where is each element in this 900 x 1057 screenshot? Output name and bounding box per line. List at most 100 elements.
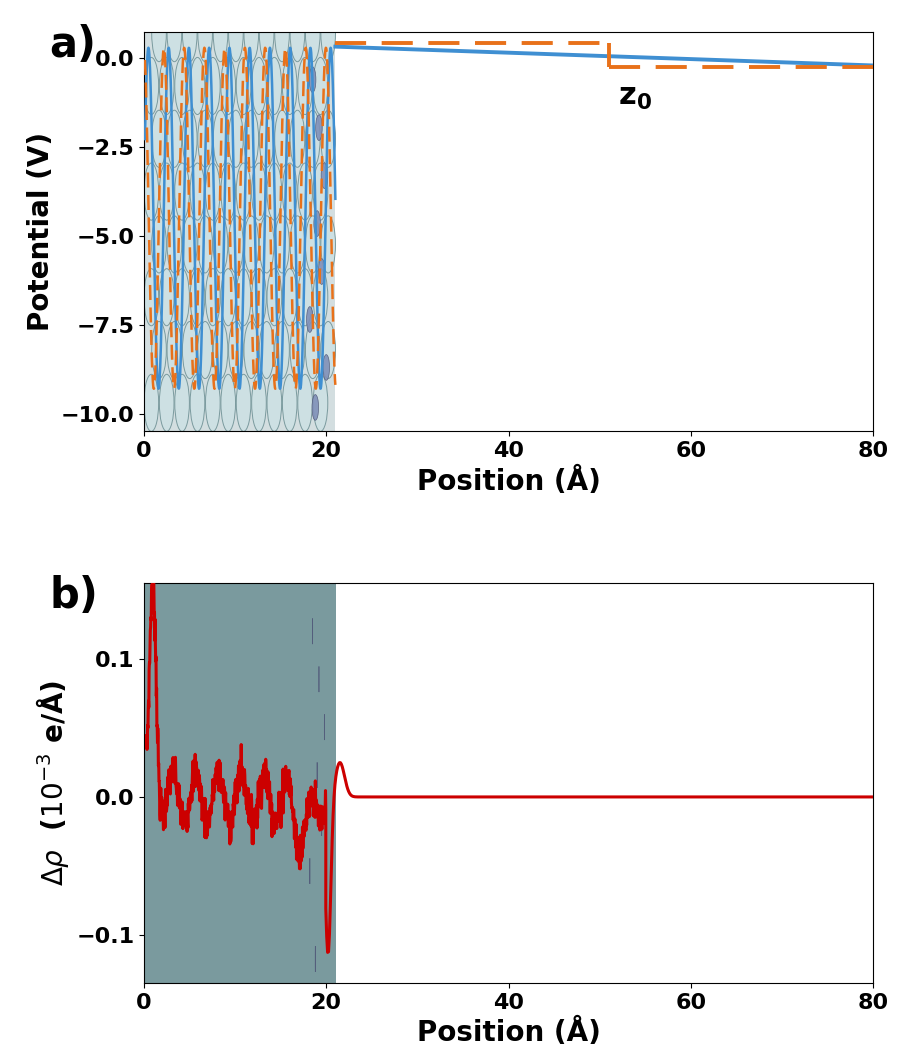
Circle shape xyxy=(220,268,236,326)
Circle shape xyxy=(267,268,282,326)
Circle shape xyxy=(252,57,266,114)
Circle shape xyxy=(320,110,336,167)
Circle shape xyxy=(313,268,328,326)
Circle shape xyxy=(320,216,336,273)
Circle shape xyxy=(190,57,205,114)
Circle shape xyxy=(159,57,174,114)
Circle shape xyxy=(220,57,236,114)
Circle shape xyxy=(237,268,251,326)
Text: a): a) xyxy=(50,23,96,66)
Circle shape xyxy=(316,115,322,141)
Circle shape xyxy=(259,4,274,61)
Circle shape xyxy=(205,57,220,114)
Circle shape xyxy=(229,216,243,273)
Circle shape xyxy=(283,374,297,431)
Circle shape xyxy=(283,163,297,220)
Circle shape xyxy=(259,321,274,378)
Circle shape xyxy=(144,57,158,114)
Circle shape xyxy=(175,268,189,326)
Circle shape xyxy=(198,4,212,61)
Circle shape xyxy=(167,4,182,61)
Circle shape xyxy=(159,268,174,326)
Circle shape xyxy=(320,321,336,378)
Circle shape xyxy=(298,268,312,326)
Circle shape xyxy=(290,110,305,167)
Circle shape xyxy=(229,4,243,61)
Circle shape xyxy=(267,163,282,220)
Circle shape xyxy=(167,321,182,378)
Circle shape xyxy=(198,216,212,273)
Circle shape xyxy=(305,4,320,61)
Circle shape xyxy=(267,374,282,431)
Circle shape xyxy=(190,163,205,220)
Circle shape xyxy=(320,4,336,61)
Circle shape xyxy=(237,374,251,431)
Circle shape xyxy=(267,57,282,114)
Circle shape xyxy=(298,374,312,431)
Circle shape xyxy=(305,216,320,273)
Circle shape xyxy=(298,57,312,114)
Circle shape xyxy=(205,268,220,326)
Circle shape xyxy=(244,321,258,378)
Circle shape xyxy=(298,163,312,220)
Circle shape xyxy=(290,216,305,273)
X-axis label: Position (Å): Position (Å) xyxy=(417,1018,600,1047)
X-axis label: Position (Å): Position (Å) xyxy=(417,467,600,496)
Circle shape xyxy=(159,163,174,220)
Circle shape xyxy=(274,110,290,167)
Circle shape xyxy=(319,259,325,284)
Circle shape xyxy=(144,268,158,326)
Circle shape xyxy=(252,374,266,431)
Circle shape xyxy=(183,4,197,61)
Circle shape xyxy=(321,163,328,188)
Circle shape xyxy=(152,321,166,378)
Circle shape xyxy=(274,216,290,273)
Circle shape xyxy=(220,374,236,431)
Circle shape xyxy=(252,268,266,326)
Circle shape xyxy=(305,321,320,378)
Circle shape xyxy=(313,374,328,431)
Circle shape xyxy=(213,216,228,273)
Circle shape xyxy=(213,4,228,61)
Circle shape xyxy=(259,110,274,167)
Circle shape xyxy=(167,110,182,167)
Text: b): b) xyxy=(50,575,98,617)
Circle shape xyxy=(237,57,251,114)
Circle shape xyxy=(229,110,243,167)
Circle shape xyxy=(167,216,182,273)
Bar xyxy=(144,32,336,431)
Circle shape xyxy=(183,110,197,167)
Circle shape xyxy=(305,110,320,167)
Circle shape xyxy=(183,216,197,273)
Circle shape xyxy=(314,210,320,237)
Circle shape xyxy=(175,374,189,431)
Circle shape xyxy=(213,321,228,378)
Circle shape xyxy=(323,354,329,381)
Circle shape xyxy=(190,374,205,431)
Y-axis label: $\Delta\rho$  ($10^{-3}$ e/Å): $\Delta\rho$ ($10^{-3}$ e/Å) xyxy=(33,680,70,886)
Circle shape xyxy=(213,110,228,167)
Circle shape xyxy=(198,321,212,378)
Circle shape xyxy=(144,163,158,220)
Circle shape xyxy=(313,163,328,220)
Circle shape xyxy=(229,321,243,378)
Circle shape xyxy=(190,268,205,326)
Circle shape xyxy=(244,4,258,61)
Circle shape xyxy=(175,163,189,220)
Circle shape xyxy=(313,57,328,114)
Circle shape xyxy=(183,321,197,378)
Circle shape xyxy=(205,374,220,431)
Circle shape xyxy=(152,4,166,61)
Circle shape xyxy=(198,110,212,167)
Circle shape xyxy=(259,216,274,273)
Circle shape xyxy=(252,163,266,220)
Circle shape xyxy=(244,110,258,167)
Circle shape xyxy=(274,321,290,378)
Circle shape xyxy=(159,374,174,431)
Circle shape xyxy=(144,374,158,431)
Circle shape xyxy=(152,216,166,273)
Y-axis label: Potential (V): Potential (V) xyxy=(27,132,55,331)
Circle shape xyxy=(205,163,220,220)
Circle shape xyxy=(307,307,313,332)
Circle shape xyxy=(312,394,319,421)
